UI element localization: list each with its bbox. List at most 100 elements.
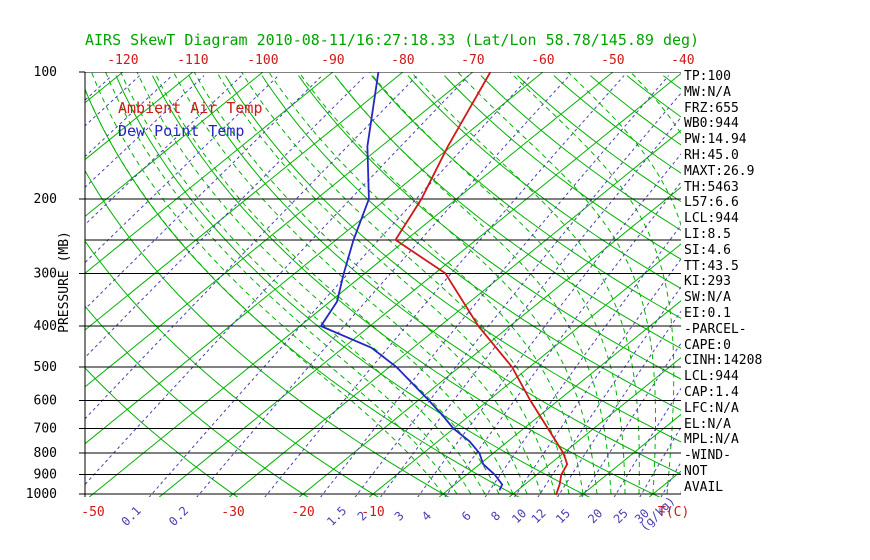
stats-line: KI:293 <box>684 274 731 290</box>
stats-line: MW:N/A <box>684 84 731 100</box>
mixing-ratio-line <box>264 75 625 497</box>
mixing-ratio-line <box>513 258 681 497</box>
pressure-tick-label: 800 <box>34 446 57 461</box>
moist-adiabat-line <box>268 72 584 495</box>
isotherm-line <box>85 72 404 331</box>
chart-title: AIRS SkewT Diagram 2010-08-11/16:27:18.3… <box>85 31 699 49</box>
mixing-ratio-label: 0.2 <box>166 504 191 529</box>
stats-line: SW:N/A <box>684 290 731 306</box>
top-temp-tick-label: -110 <box>177 53 208 68</box>
isotherm-line <box>85 72 264 218</box>
isotherm-line <box>85 72 474 388</box>
mixing-ratio-label: 25 <box>611 506 631 526</box>
moist-adiabat-line <box>90 72 458 495</box>
stats-line: LI:8.5 <box>684 226 731 242</box>
top-temp-tick-label: -70 <box>461 53 484 68</box>
pressure-tick-label: 400 <box>34 319 57 334</box>
isotherm-line <box>298 186 681 497</box>
mixing-ratio-line <box>85 75 323 310</box>
isotherm-line <box>508 356 681 497</box>
moist-adiabat-line <box>85 88 444 495</box>
mixing-ratio-line <box>354 92 681 497</box>
temp-unit-label: T(C) <box>658 505 689 520</box>
mixing-ratio-label: 8 <box>488 509 503 524</box>
dry-adiabat-line <box>85 305 309 497</box>
ambient-temp-curve <box>394 72 569 496</box>
moist-adiabat-line <box>193 72 542 495</box>
pressure-tick-label: 900 <box>34 468 57 483</box>
stats-line: CAPE:0 <box>684 337 731 353</box>
top-temp-tick-label: -80 <box>391 53 414 68</box>
isotherm-line <box>228 129 681 497</box>
moist-adiabat-line <box>509 72 675 495</box>
dry-adiabat-line <box>115 75 591 497</box>
bottom-temp-tick-label: -10 <box>361 505 384 520</box>
mixing-ratio-line <box>85 75 469 486</box>
grid-layer <box>85 72 681 497</box>
pressure-tick-label: 300 <box>34 266 57 281</box>
stats-panel: TP:100 MW:N/A FRZ:655 WB0:944 PW:14.94 RH:45.… <box>684 69 762 496</box>
mixing-ratio-label: 20 <box>585 506 605 526</box>
isotherm-line <box>85 72 334 274</box>
stats-line: LCL:944 <box>684 369 739 385</box>
pressure-tick-label: 700 <box>34 422 57 437</box>
dry-adiabat-line <box>553 75 681 174</box>
dry-adiabat-line <box>407 75 681 290</box>
mixing-ratio-line <box>196 75 570 497</box>
top-temp-tick-label: -120 <box>107 53 138 68</box>
stats-line: CAP:1.4 <box>684 384 739 400</box>
stats-line: TT:43.5 <box>684 258 739 274</box>
dry-adiabat-line <box>444 75 681 260</box>
stats-line: TP:100 <box>684 69 731 84</box>
top-temp-tick-label: -50 <box>601 53 624 68</box>
mixing-ratio-label: 1.5 <box>324 504 349 529</box>
dry-adiabat-line <box>298 75 681 380</box>
top-temp-tick-label: -100 <box>247 53 278 68</box>
dry-adiabat-line <box>152 75 661 497</box>
mixing-ratio-label: 0.1 <box>119 504 144 529</box>
mixing-ratio-line <box>380 116 681 497</box>
pressure-tick-label: 100 <box>34 65 57 80</box>
stats-line: FRZ:655 <box>684 100 739 116</box>
mixing-ratio-line <box>85 75 418 420</box>
bottom-temp-tick-label: -20 <box>291 505 314 520</box>
dry-adiabat-line <box>480 75 681 231</box>
stats-line: -PARCEL- <box>684 321 747 337</box>
isotherm-line <box>438 300 681 497</box>
dry-adiabat-line <box>85 169 450 497</box>
top-temp-tick-label: -60 <box>531 53 554 68</box>
legend-dewpoint-label: Dew Point Temp <box>118 122 244 140</box>
mixing-ratio-label: 4 <box>419 509 434 524</box>
isotherm-line <box>85 72 194 161</box>
dewpoint-curve <box>319 72 504 491</box>
pressure-tick-label: 600 <box>34 393 57 408</box>
dry-adiabat-line <box>261 75 681 411</box>
moist-adiabat-line <box>240 72 570 495</box>
mixing-ratio-line <box>85 75 205 188</box>
mixing-ratio-line <box>148 75 531 497</box>
mixing-ratio-line <box>537 286 681 497</box>
legend-ambient-label: Ambient Air Temp <box>118 99 263 117</box>
moist-adiabat-line <box>105 72 472 495</box>
dry-adiabat-line <box>85 240 379 497</box>
mixing-ratio-line <box>320 75 669 497</box>
stats-line: NOT <box>684 463 708 479</box>
pressure-tick-label: 200 <box>34 192 57 207</box>
moist-adiabat-line <box>136 72 500 495</box>
mixing-ratio-label: 3 <box>392 509 407 524</box>
dry-adiabat-line <box>371 75 681 319</box>
pressure-axis-title: PRESSURE (MB) <box>57 231 72 333</box>
mixing-ratio-line <box>85 75 366 359</box>
moist-adiabat-line <box>410 72 640 495</box>
mixing-ratio-line <box>444 181 681 497</box>
stats-line: LCL:944 <box>684 211 739 227</box>
moist-adiabat-line <box>120 72 486 495</box>
stats-line: L57:6.6 <box>684 195 739 211</box>
isotherm-line <box>88 72 614 497</box>
mixing-ratio-line <box>484 224 681 497</box>
moist-adiabat-line <box>567 72 681 494</box>
moist-adiabat-line <box>216 72 556 495</box>
isotherm-line <box>578 413 681 497</box>
